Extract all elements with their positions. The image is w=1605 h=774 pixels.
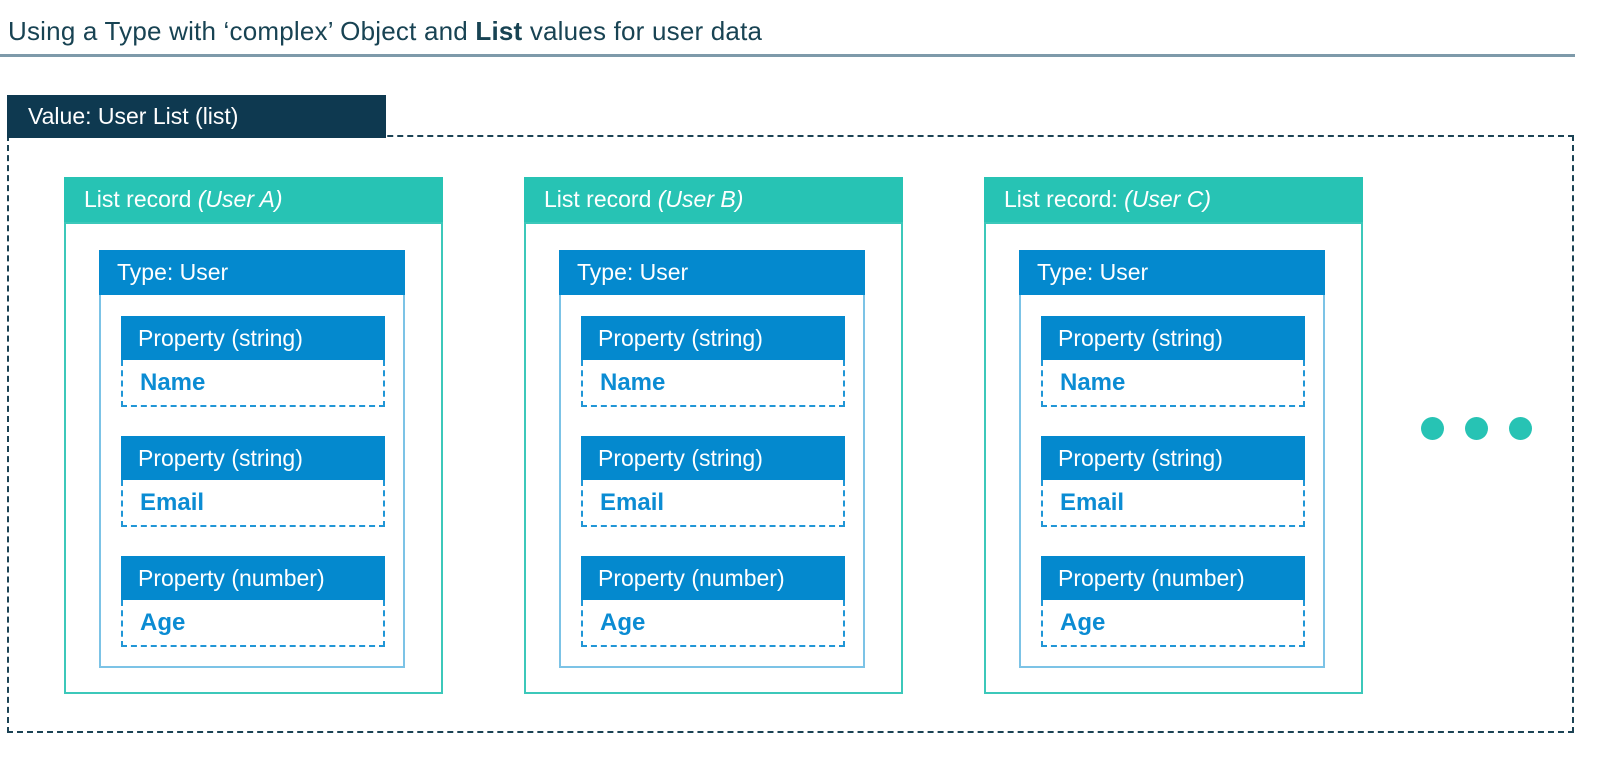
list-record-card-user-a: List record (User A) Type: User Property… (64, 177, 443, 694)
property-bar-label: Property (string) (1058, 444, 1223, 471)
page-title: Using a Type with ‘complex’ Object and L… (8, 16, 762, 47)
property-value-box: Age (121, 600, 385, 647)
property-group-name: Property (string) Name (581, 316, 845, 407)
type-header: Type: User (1019, 250, 1325, 295)
list-record-card-user-c: List record: (User C) Type: User Propert… (984, 177, 1363, 694)
ellipsis-dot-icon (1465, 417, 1488, 440)
list-record-body: Type: User Property (string) Name Proper… (524, 222, 903, 694)
type-header: Type: User (99, 250, 405, 295)
property-value-box: Email (1041, 480, 1305, 527)
value-header-label: Value: User List (list) (28, 103, 239, 129)
property-bar: Property (string) (1041, 436, 1305, 480)
property-value-box: Age (581, 600, 845, 647)
list-record-header-user: (User B) (657, 186, 744, 212)
more-records-ellipsis (1421, 417, 1532, 440)
property-group-email: Property (string) Email (581, 436, 845, 527)
list-record-header-label: List record: (1004, 186, 1125, 212)
ellipsis-dot-icon (1421, 417, 1444, 440)
property-bar: Property (string) (581, 316, 845, 360)
property-value-label: Name (140, 368, 206, 396)
property-bar-label: Property (string) (1058, 324, 1223, 351)
property-bar: Property (string) (121, 316, 385, 360)
type-header-label: Type: User (1037, 259, 1149, 285)
type-box: Type: User Property (string) Name Proper… (1019, 250, 1325, 668)
page-title-bold-word: List (475, 16, 523, 46)
property-bar: Property (number) (581, 556, 845, 600)
list-record-header: List record: (User C) (984, 177, 1363, 222)
property-group-name: Property (string) Name (1041, 316, 1305, 407)
property-bar-label: Property (string) (138, 324, 303, 351)
type-box: Type: User Property (string) Name Proper… (559, 250, 865, 668)
property-value-label: Email (140, 488, 205, 516)
property-bar: Property (string) (1041, 316, 1305, 360)
property-value-label: Email (1060, 488, 1125, 516)
user-list-dashed-container (7, 135, 1574, 733)
type-header-label: Type: User (577, 259, 689, 285)
property-value-label: Age (140, 608, 186, 636)
value-header-box: Value: User List (list) (7, 95, 386, 138)
property-value-box: Email (121, 480, 385, 527)
type-header-label: Type: User (117, 259, 229, 285)
property-group-age: Property (number) Age (581, 556, 845, 647)
property-value-label: Email (600, 488, 665, 516)
property-value-box: Name (581, 360, 845, 407)
list-record-header-user: (User A) (197, 186, 283, 212)
property-group-email: Property (string) Email (121, 436, 385, 527)
list-record-header: List record (User A) (64, 177, 443, 222)
list-record-body: Type: User Property (string) Name Proper… (984, 222, 1363, 694)
property-bar-label: Property (string) (598, 324, 763, 351)
property-bar-label: Property (number) (598, 564, 785, 591)
property-value-label: Name (1060, 368, 1126, 396)
property-bar-label: Property (string) (598, 444, 763, 471)
property-bar: Property (number) (121, 556, 385, 600)
property-value-label: Age (600, 608, 646, 636)
list-record-header-label: List record (544, 186, 658, 212)
property-value-box: Name (121, 360, 385, 407)
page-title-prefix: Using a Type with ‘complex’ Object and (8, 16, 476, 46)
property-group-age: Property (number) Age (121, 556, 385, 647)
property-bar: Property (string) (581, 436, 845, 480)
property-value-label: Name (600, 368, 666, 396)
property-value-label: Age (1060, 608, 1106, 636)
page-title-suffix: values for user data (522, 16, 763, 46)
property-group-age: Property (number) Age (1041, 556, 1305, 647)
property-bar-label: Property (string) (138, 444, 303, 471)
list-record-header-label: List record (84, 186, 198, 212)
property-bar: Property (number) (1041, 556, 1305, 600)
type-box: Type: User Property (string) Name Proper… (99, 250, 405, 668)
list-record-header-user: (User C) (1124, 186, 1212, 212)
type-header: Type: User (559, 250, 865, 295)
list-record-body: Type: User Property (string) Name Proper… (64, 222, 443, 694)
title-underline-rule (0, 54, 1575, 57)
property-bar-label: Property (number) (1058, 564, 1245, 591)
property-group-name: Property (string) Name (121, 316, 385, 407)
property-bar: Property (string) (121, 436, 385, 480)
property-bar-label: Property (number) (138, 564, 325, 591)
property-value-box: Email (581, 480, 845, 527)
ellipsis-dot-icon (1509, 417, 1532, 440)
property-value-box: Age (1041, 600, 1305, 647)
list-record-header: List record (User B) (524, 177, 903, 222)
property-group-email: Property (string) Email (1041, 436, 1305, 527)
list-record-card-user-b: List record (User B) Type: User Property… (524, 177, 903, 694)
property-value-box: Name (1041, 360, 1305, 407)
